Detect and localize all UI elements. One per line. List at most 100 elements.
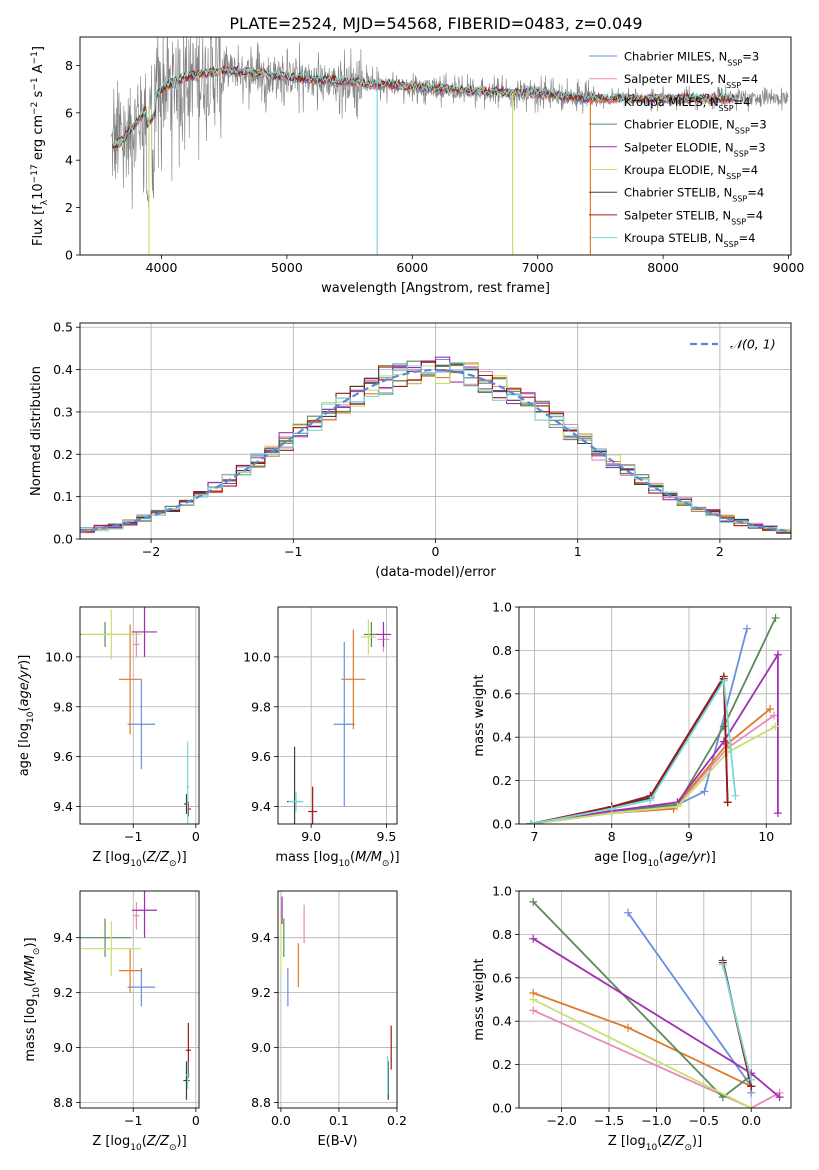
y-tick-label: 0.8	[492, 643, 512, 658]
x-tick-label: 0	[192, 829, 200, 844]
y-tick-label: 0.6	[492, 686, 512, 701]
axes-frame	[277, 890, 398, 1109]
y-axis-label: mass weight	[472, 958, 487, 1040]
errorbar-kroupa_elodie	[360, 619, 376, 655]
model-salpeter_stelib	[112, 65, 738, 149]
marker-kroupa_stelib	[526, 820, 535, 824]
y-tick-label: 9.8	[251, 699, 271, 714]
marker-kroupa_stelib	[607, 804, 616, 813]
plot-area	[287, 619, 391, 824]
x-tick-label: −2	[142, 544, 160, 559]
legend-entry-chabrier_stelib: Chabrier STELIB, NSSP=4	[624, 186, 764, 204]
line-chabrier_miles	[530, 628, 748, 824]
line-salpeter_elodie	[530, 651, 779, 824]
legend-entry-salpeter_stelib: Salpeter STELIB, NSSP=4	[624, 208, 763, 226]
x-tick-label: 0.1	[329, 1113, 349, 1128]
x-tick-label: −2.0	[546, 1113, 576, 1128]
marker-chabrier_elodie	[529, 897, 538, 906]
y-tick-label: 0.2	[53, 447, 73, 462]
legend-entry-kroupa_stelib: Kroupa STELIB, NSSP=4	[624, 231, 755, 249]
legend-entry-salpeter_miles: Salpeter MILES, NSSP=4	[624, 72, 758, 90]
plot-area	[80, 607, 191, 824]
series-kroupa_stelib	[718, 960, 756, 1084]
errorbar-kroupa_stelib	[186, 741, 189, 824]
line-salpeter_miles	[532, 1009, 781, 1108]
x-tick-label: −1	[124, 829, 142, 844]
errorbar-kroupa_miles	[118, 948, 142, 993]
y-tick-label: 4	[65, 153, 73, 168]
plot-area	[80, 891, 191, 1100]
y-tick-label: 0.4	[53, 362, 73, 377]
axes-frame	[79, 606, 200, 825]
x-tick-label: −1.5	[594, 1113, 624, 1128]
x-axis-label: E(B-V)	[317, 1134, 357, 1149]
marker-kroupa_elodie	[747, 1104, 756, 1108]
line-kroupa_elodie	[532, 998, 752, 1108]
marker-salpeter_miles	[529, 1006, 538, 1015]
series-salpeter_elodie	[529, 934, 784, 1102]
y-tick-label: 0.3	[53, 404, 73, 419]
plot-area	[80, 356, 791, 534]
errorbar-salpeter_elodie	[131, 891, 158, 938]
errorbar-salpeter_miles	[133, 631, 140, 657]
y-tick-label: 0.6	[492, 970, 512, 985]
errorbar-salpeter_elodie	[375, 621, 391, 647]
errorbar-salpeter_elodie	[131, 607, 158, 657]
x-tick-label: 0.0	[271, 1113, 291, 1128]
marker-salpeter_elodie	[773, 809, 782, 818]
x-tick-label: 9.0	[301, 829, 321, 844]
legend-entry-kroupa_miles: Kroupa MILES, NSSP=4	[624, 95, 750, 113]
x-tick-label: 0.0	[741, 1113, 761, 1128]
x-axis-label: Z [log10(Z/Z⊙)]	[92, 1134, 186, 1153]
x-tick-label: 5000	[271, 260, 303, 275]
marker-kroupa_elodie	[529, 995, 538, 1004]
errorbar-kroupa_stelib	[288, 791, 304, 812]
errorbar-chabrier_miles	[333, 641, 355, 807]
series-salpeter_elodie	[526, 650, 782, 824]
grid	[80, 323, 791, 540]
errorbar-kroupa_elodie	[81, 921, 142, 977]
y-tick-label: 9.0	[53, 1040, 73, 1055]
axes-frame	[79, 322, 792, 540]
series-kroupa_stelib	[526, 676, 740, 824]
marker-salpeter_miles	[770, 711, 778, 720]
y-tick-label: 0.2	[492, 1057, 512, 1072]
x-tick-label: 9.5	[377, 829, 397, 844]
x-tick-label: 8	[608, 829, 616, 844]
marker-chabrier_elodie	[719, 722, 728, 731]
errorbar-chabrier_stelib	[183, 1061, 190, 1100]
y-tick-label: 9.8	[53, 699, 73, 714]
errorbar-chabrier_elodie	[80, 918, 132, 957]
marker-salpeter_elodie	[773, 650, 782, 659]
normal-curve	[80, 368, 791, 533]
axes-frame	[79, 890, 200, 1109]
x-tick-label: 8000	[647, 260, 679, 275]
x-axis-label: (data-model)/error	[375, 565, 496, 580]
series-chabrier_miles	[623, 908, 756, 1097]
y-axis-label: Normed distribution	[29, 366, 44, 496]
y-tick-label: 10.0	[243, 649, 271, 664]
chart-residuals: −2 −1 0 1 2 0.0 0.1 0.2 0.3 0.4 0.5 (data-model)/er…	[29, 320, 792, 580]
x-tick-label: 0	[192, 1113, 200, 1128]
y-tick-label: 9.4	[53, 930, 73, 945]
y-tick-label: 9.6	[251, 749, 271, 764]
series-kroupa_elodie	[529, 995, 756, 1108]
x-tick-label: 4000	[146, 260, 178, 275]
y-tick-label: 0.4	[492, 1014, 512, 1029]
y-tick-label: 0	[65, 248, 73, 263]
y-tick-label: 9.4	[251, 799, 271, 814]
marker-kroupa_elodie	[673, 802, 682, 811]
axes-frame	[79, 36, 792, 256]
x-tick-label: −0.5	[689, 1113, 719, 1128]
axes-frame	[518, 890, 792, 1109]
model-kroupa_stelib	[112, 65, 738, 147]
x-tick-label: 7	[530, 829, 538, 844]
marker-chabrier_miles	[742, 624, 751, 633]
plot-area	[111, 37, 789, 255]
marker-kroupa_stelib	[747, 1075, 756, 1084]
marker-salpeter_elodie	[775, 1093, 784, 1102]
errorbar-kroupa_elodie	[81, 609, 142, 660]
x-axis-label: Z [log10(Z/Z⊙)]	[608, 1134, 702, 1153]
legend-entry-chabrier_elodie: Chabrier ELODIE, NSSP=3	[624, 118, 767, 136]
errorbar-salpeter_stelib	[185, 1022, 191, 1078]
